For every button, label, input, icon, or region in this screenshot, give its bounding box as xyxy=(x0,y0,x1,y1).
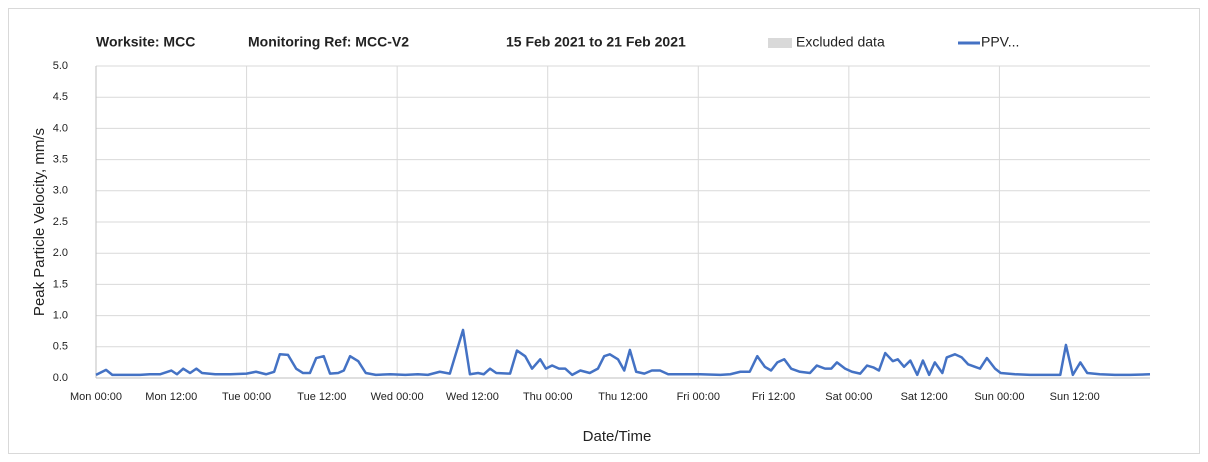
x-tick-label: Tue 12:00 xyxy=(297,391,346,403)
chart-title: Monitoring Ref: MCC-V2 xyxy=(248,34,409,50)
x-tick-label: Sun 12:00 xyxy=(1050,391,1100,403)
data-line xyxy=(95,328,1151,377)
x-tick-label: Wed 00:00 xyxy=(371,391,424,403)
y-tick-label: 4.5 xyxy=(53,91,68,103)
x-tick-label: Fri 00:00 xyxy=(677,391,720,403)
y-tick-label: 3.5 xyxy=(53,154,68,166)
y-tick-label: 1.5 xyxy=(53,278,68,290)
y-tick-label: 4.0 xyxy=(53,122,68,134)
x-tick-label: Sun 00:00 xyxy=(974,391,1024,403)
legend-swatch xyxy=(768,38,792,48)
x-tick-label: Sat 12:00 xyxy=(901,391,948,403)
x-axis-title: Date/Time xyxy=(583,428,652,445)
y-tick-label: 5.0 xyxy=(53,60,68,72)
y-tick-label: 0.5 xyxy=(53,341,68,353)
chart-title: Worksite: MCC xyxy=(96,34,195,50)
x-tick-label: Thu 12:00 xyxy=(598,391,648,403)
x-tick-label: Tue 00:00 xyxy=(222,391,271,403)
x-tick-label: Sat 00:00 xyxy=(825,391,872,403)
chart-title: 15 Feb 2021 to 21 Feb 2021 xyxy=(506,34,686,50)
y-tick-label: 2.5 xyxy=(53,216,68,228)
x-tick-label: Thu 00:00 xyxy=(523,391,573,403)
y-tick-label: 1.0 xyxy=(53,310,68,322)
chart-frame xyxy=(8,8,1200,454)
x-tick-label: Mon 12:00 xyxy=(145,391,197,403)
y-tick-label: 3.0 xyxy=(53,185,68,197)
legend-label: Excluded data xyxy=(796,34,885,50)
y-axis-title: Peak Particle Velocity, mm/s xyxy=(31,128,48,316)
x-tick-label: Fri 12:00 xyxy=(752,391,795,403)
x-tick-label: Wed 12:00 xyxy=(446,391,499,403)
y-tick-label: 0.0 xyxy=(53,372,68,384)
legend-label: PPV... xyxy=(981,34,1019,50)
y-tick-label: 2.0 xyxy=(53,247,68,259)
x-tick-label: Mon 00:00 xyxy=(70,391,122,403)
